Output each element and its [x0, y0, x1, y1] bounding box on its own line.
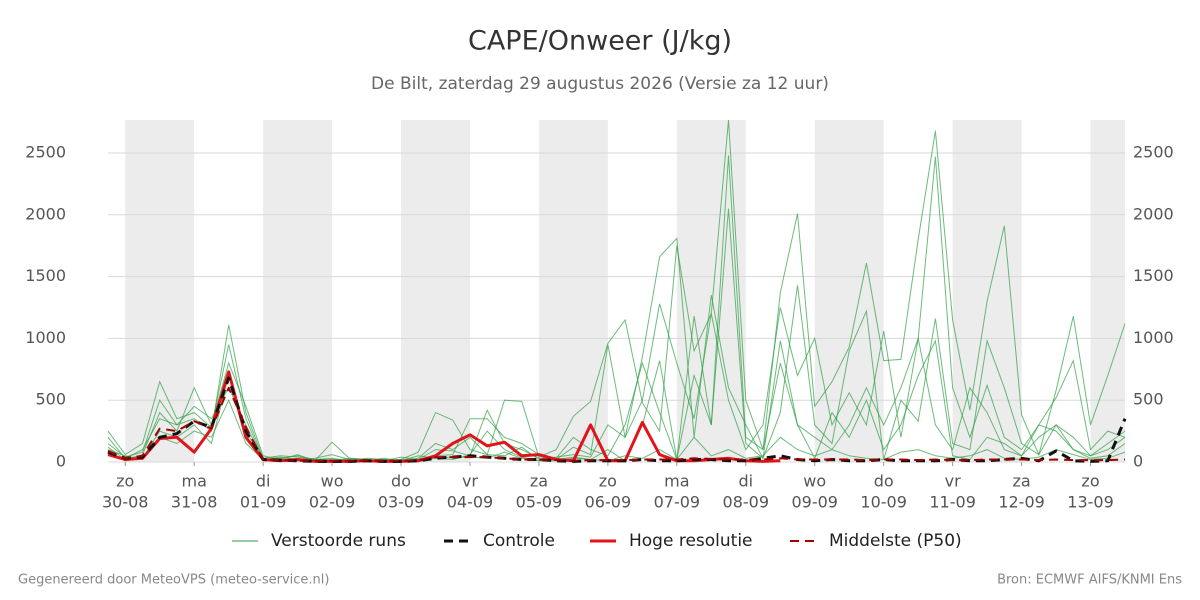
x-tick-date: 05-09	[516, 493, 563, 512]
x-tick-label: ma	[181, 472, 206, 491]
day-shade	[401, 120, 470, 462]
legend-label: Controle	[483, 531, 555, 551]
y-tick-label: 2500	[25, 143, 66, 162]
x-tick-label: di	[256, 472, 271, 491]
x-tick-label: za	[1012, 472, 1030, 491]
perturbed-run	[107, 119, 1126, 462]
day-shade	[814, 120, 884, 462]
day-shade	[125, 120, 195, 462]
x-tick-label: di	[738, 472, 753, 491]
x-tick-date: 09-09	[791, 493, 838, 512]
x-tick-date: 01-09	[240, 493, 287, 512]
y-tick-label: 0	[56, 452, 66, 471]
x-tick-label: ma	[664, 472, 689, 491]
day-shade	[1090, 120, 1125, 462]
perturbed-run	[107, 156, 1126, 462]
y2-tick-label: 1500	[1133, 266, 1174, 285]
x-tick-label: vr	[462, 472, 478, 491]
y-tick-label: 500	[35, 390, 66, 409]
x-tick-label: do	[391, 472, 411, 491]
footer-left: Gegenereerd door MeteoVPS (meteo-service…	[18, 573, 329, 588]
x-tick-date: 04-09	[447, 493, 494, 512]
y2-tick-label: 2500	[1133, 143, 1174, 162]
series-line	[107, 370, 781, 463]
legend-label: Hoge resolutie	[629, 531, 753, 551]
x-tick-label: zo	[1081, 472, 1099, 491]
x-tick-date: 07-09	[654, 493, 701, 512]
y2-tick-label: 500	[1133, 390, 1164, 409]
x-tick-label: do	[874, 472, 894, 491]
x-tick-label: zo	[599, 472, 617, 491]
legend-label: Middelste (P50)	[829, 531, 962, 551]
x-tick-label: zo	[116, 472, 134, 491]
x-tick-label: wo	[803, 472, 826, 491]
y-tick-label: 1000	[25, 328, 66, 347]
series-line	[107, 386, 1126, 462]
footer-right: Bron: ECMWF AIFS/KNMI Ens	[997, 573, 1182, 588]
x-tick-date: 12-09	[998, 493, 1045, 512]
y2-tick-label: 2000	[1133, 204, 1174, 223]
x-tick-date: 30-08	[102, 493, 149, 512]
x-tick-date: 11-09	[929, 493, 976, 512]
y-tick-label: 2000	[25, 204, 66, 223]
day-shade	[538, 120, 608, 462]
x-tick-date: 03-09	[378, 493, 425, 512]
y2-tick-label: 1000	[1133, 328, 1174, 347]
x-tick-date: 06-09	[585, 493, 632, 512]
y-tick-label: 1500	[25, 266, 66, 285]
y2-tick-label: 0	[1133, 452, 1143, 471]
x-tick-date: 31-08	[171, 493, 218, 512]
chart-title: CAPE/Onweer (J/kg)	[468, 26, 732, 57]
x-tick-date: 02-09	[309, 493, 356, 512]
chart-subtitle: De Bilt, zaterdag 29 augustus 2026 (Vers…	[371, 74, 829, 94]
x-tick-label: vr	[945, 472, 961, 491]
x-tick-date: 08-09	[723, 493, 770, 512]
x-tick-label: wo	[321, 472, 344, 491]
legend-label: Verstoorde runs	[271, 531, 406, 551]
x-tick-date: 10-09	[860, 493, 907, 512]
x-tick-label: za	[530, 472, 548, 491]
x-tick-date: 13-09	[1067, 493, 1114, 512]
day-shade	[263, 120, 333, 462]
